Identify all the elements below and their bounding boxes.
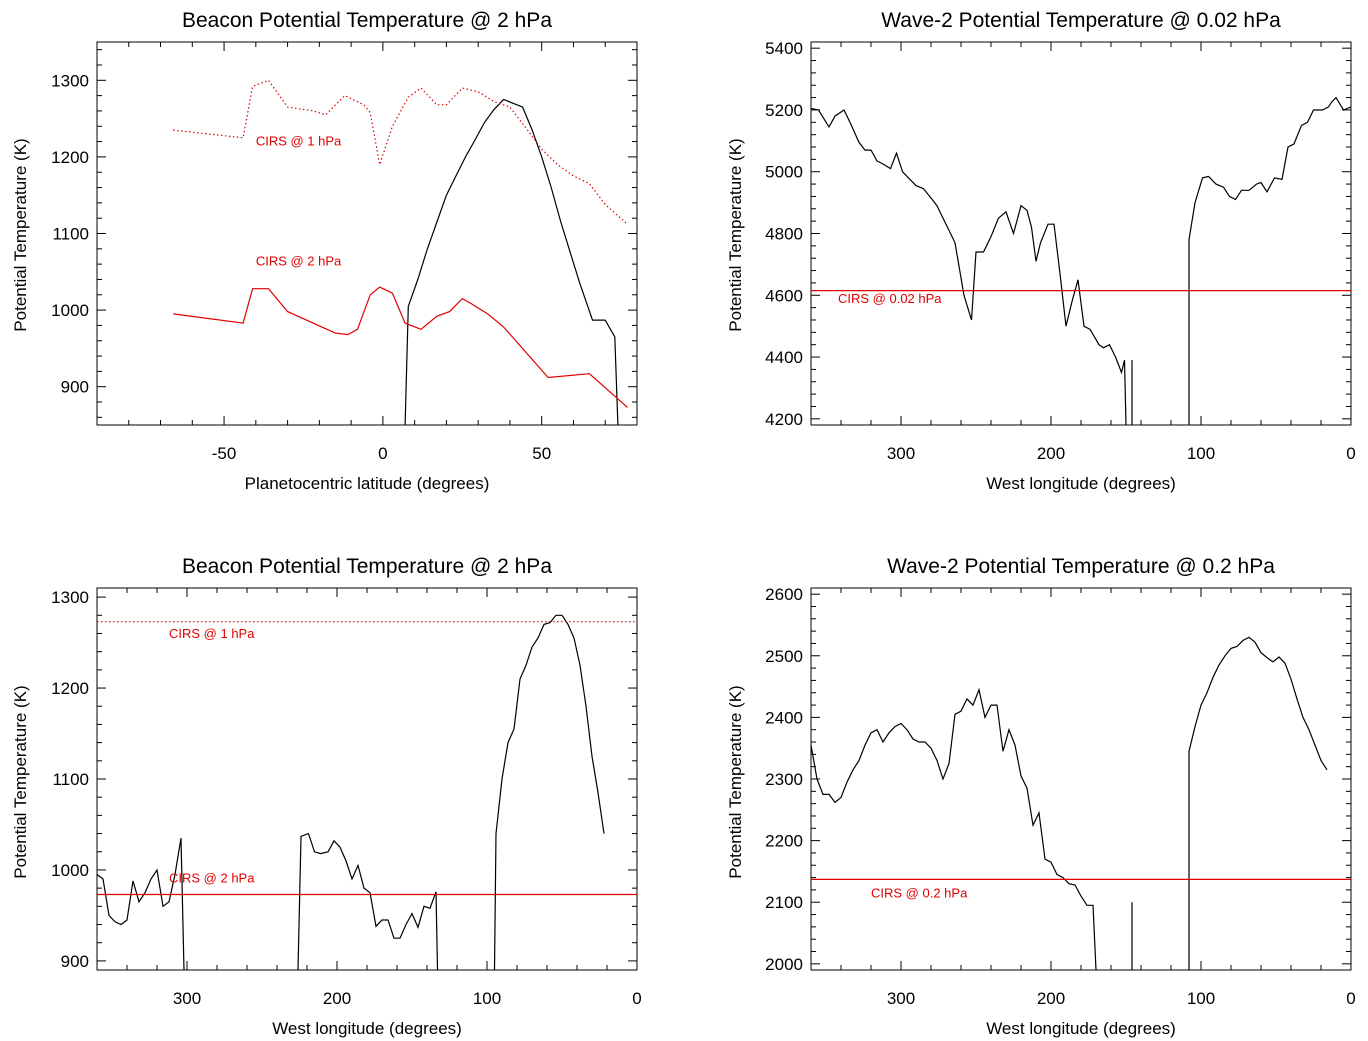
- x-tick-label: 200: [1037, 444, 1065, 463]
- series-annotation: CIRS @ 2 hPa: [256, 254, 342, 269]
- series-beacon-line: [404, 98, 619, 425]
- x-tick-label: 0: [1346, 989, 1355, 1008]
- x-axis-label: West longitude (degrees): [986, 1019, 1176, 1038]
- panel-bottom-left: Beacon Potential Temperature @ 2 hPa Wes…: [11, 555, 552, 1038]
- x-tick-label: 100: [1187, 444, 1215, 463]
- series-annotation: CIRS @ 0.2 hPa: [871, 885, 968, 900]
- y-tick-label: 1100: [52, 225, 89, 244]
- x-tick-label: 300: [887, 989, 915, 1008]
- series-annotation: CIRS @ 1 hPa: [256, 133, 342, 148]
- y-tick-label: 2400: [765, 708, 803, 727]
- series-group: [173, 79, 628, 425]
- y-tick-label: 900: [61, 378, 89, 397]
- series-group: [97, 614, 637, 970]
- y-tick-label: 1000: [51, 861, 89, 880]
- x-tick-label: 0: [1346, 444, 1355, 463]
- series-beacon-line: [1188, 636, 1328, 970]
- y-tick-label: 2300: [765, 770, 803, 789]
- y-tick-label: 4200: [765, 410, 803, 429]
- y-tick-label: 4400: [765, 348, 803, 367]
- panel-title: Wave-2 Potential Temperature @ 0.02 hPa: [881, 9, 1281, 32]
- y-tick-label: 1300: [51, 71, 89, 90]
- series-beacon-line: [297, 832, 439, 970]
- panel-title: Beacon Potential Temperature @ 2 hPa: [182, 9, 552, 32]
- x-tick-label: 100: [473, 989, 501, 1008]
- y-tick-label: 5400: [765, 39, 803, 58]
- y-tick-label: 1000: [51, 301, 89, 320]
- series-beacon-line: [811, 687, 1097, 970]
- series-beacon-line: [493, 614, 605, 970]
- x-tick-label: 200: [323, 989, 351, 1008]
- y-tick-label: 4600: [765, 286, 803, 305]
- y-tick-label: 2500: [765, 647, 803, 666]
- series-cirs-2-hpa-line: [173, 286, 628, 408]
- series-annotation: CIRS @ 2 hPa: [169, 871, 255, 886]
- x-tick-label: 200: [1037, 989, 1065, 1008]
- y-tick-label: 1300: [51, 588, 89, 607]
- y-tick-label: 2000: [765, 955, 803, 974]
- x-axis-label: West longitude (degrees): [986, 474, 1176, 493]
- y-tick-label: 2600: [765, 585, 803, 604]
- x-tick-label: 300: [887, 444, 915, 463]
- x-tick-label: 100: [1187, 989, 1215, 1008]
- y-tick-label: 1100: [52, 770, 89, 789]
- y-axis-label: Potential Temperature (K): [726, 685, 745, 878]
- y-tick-label: 1200: [51, 148, 89, 167]
- plot-0: -50 0 50 900 1000 1100 1200 1300 CIRS @ 1 hPa CIR…: [51, 41, 638, 463]
- x-tick-label: 50: [532, 444, 551, 463]
- plot-frame: [810, 41, 1352, 426]
- series-beacon-line: [97, 838, 185, 970]
- y-axis-label: Potential Temperature (K): [11, 138, 30, 331]
- plot-frame: [96, 41, 638, 426]
- y-tick-label: 5000: [765, 163, 803, 182]
- x-tick-label: 0: [378, 444, 387, 463]
- panel-title: Wave-2 Potential Temperature @ 0.2 hPa: [887, 555, 1275, 578]
- y-tick-label: 5200: [765, 101, 803, 120]
- plot-1: 300 200 100 0 4200 4400 4600 4800 5000 5200 5400 CI…: [765, 39, 1356, 463]
- x-axis-label: West longitude (degrees): [272, 1019, 462, 1038]
- series-group: [811, 636, 1351, 970]
- x-axis-label: Planetocentric latitude (degrees): [245, 474, 490, 493]
- plot-frame: [96, 587, 638, 971]
- series-group: [811, 96, 1351, 425]
- series-annotation: CIRS @ 1 hPa: [169, 626, 255, 641]
- y-tick-label: 1200: [51, 679, 89, 698]
- x-tick-label: 0: [632, 989, 641, 1008]
- panel-title: Beacon Potential Temperature @ 2 hPa: [182, 555, 552, 578]
- series-beacon-line: [811, 107, 1127, 425]
- series-cirs-1-hpa-line: [173, 79, 628, 225]
- y-tick-label: 900: [61, 952, 89, 971]
- plot-3: 300 200 100 0 2000 2100 2200 2300 2400 2500 2600 CI…: [765, 585, 1356, 1008]
- y-axis-label: Potential Temperature (K): [726, 138, 745, 331]
- series-annotation: CIRS @ 0.02 hPa: [838, 291, 942, 306]
- y-tick-label: 2100: [765, 893, 803, 912]
- series-beacon-line: [1188, 96, 1351, 425]
- plot-frame: [810, 587, 1352, 971]
- panel-top-right: Wave-2 Potential Temperature @ 0.02 hPa …: [726, 9, 1281, 493]
- y-axis-label: Potential Temperature (K): [11, 685, 30, 878]
- x-tick-label: 300: [173, 989, 201, 1008]
- y-tick-label: 2200: [765, 832, 803, 851]
- y-tick-label: 4800: [765, 225, 803, 244]
- panel-top-left: Beacon Potential Temperature @ 2 hPa Pla…: [11, 9, 552, 493]
- panel-bottom-right: Wave-2 Potential Temperature @ 0.2 hPa W…: [726, 555, 1275, 1038]
- x-tick-label: -50: [212, 444, 237, 463]
